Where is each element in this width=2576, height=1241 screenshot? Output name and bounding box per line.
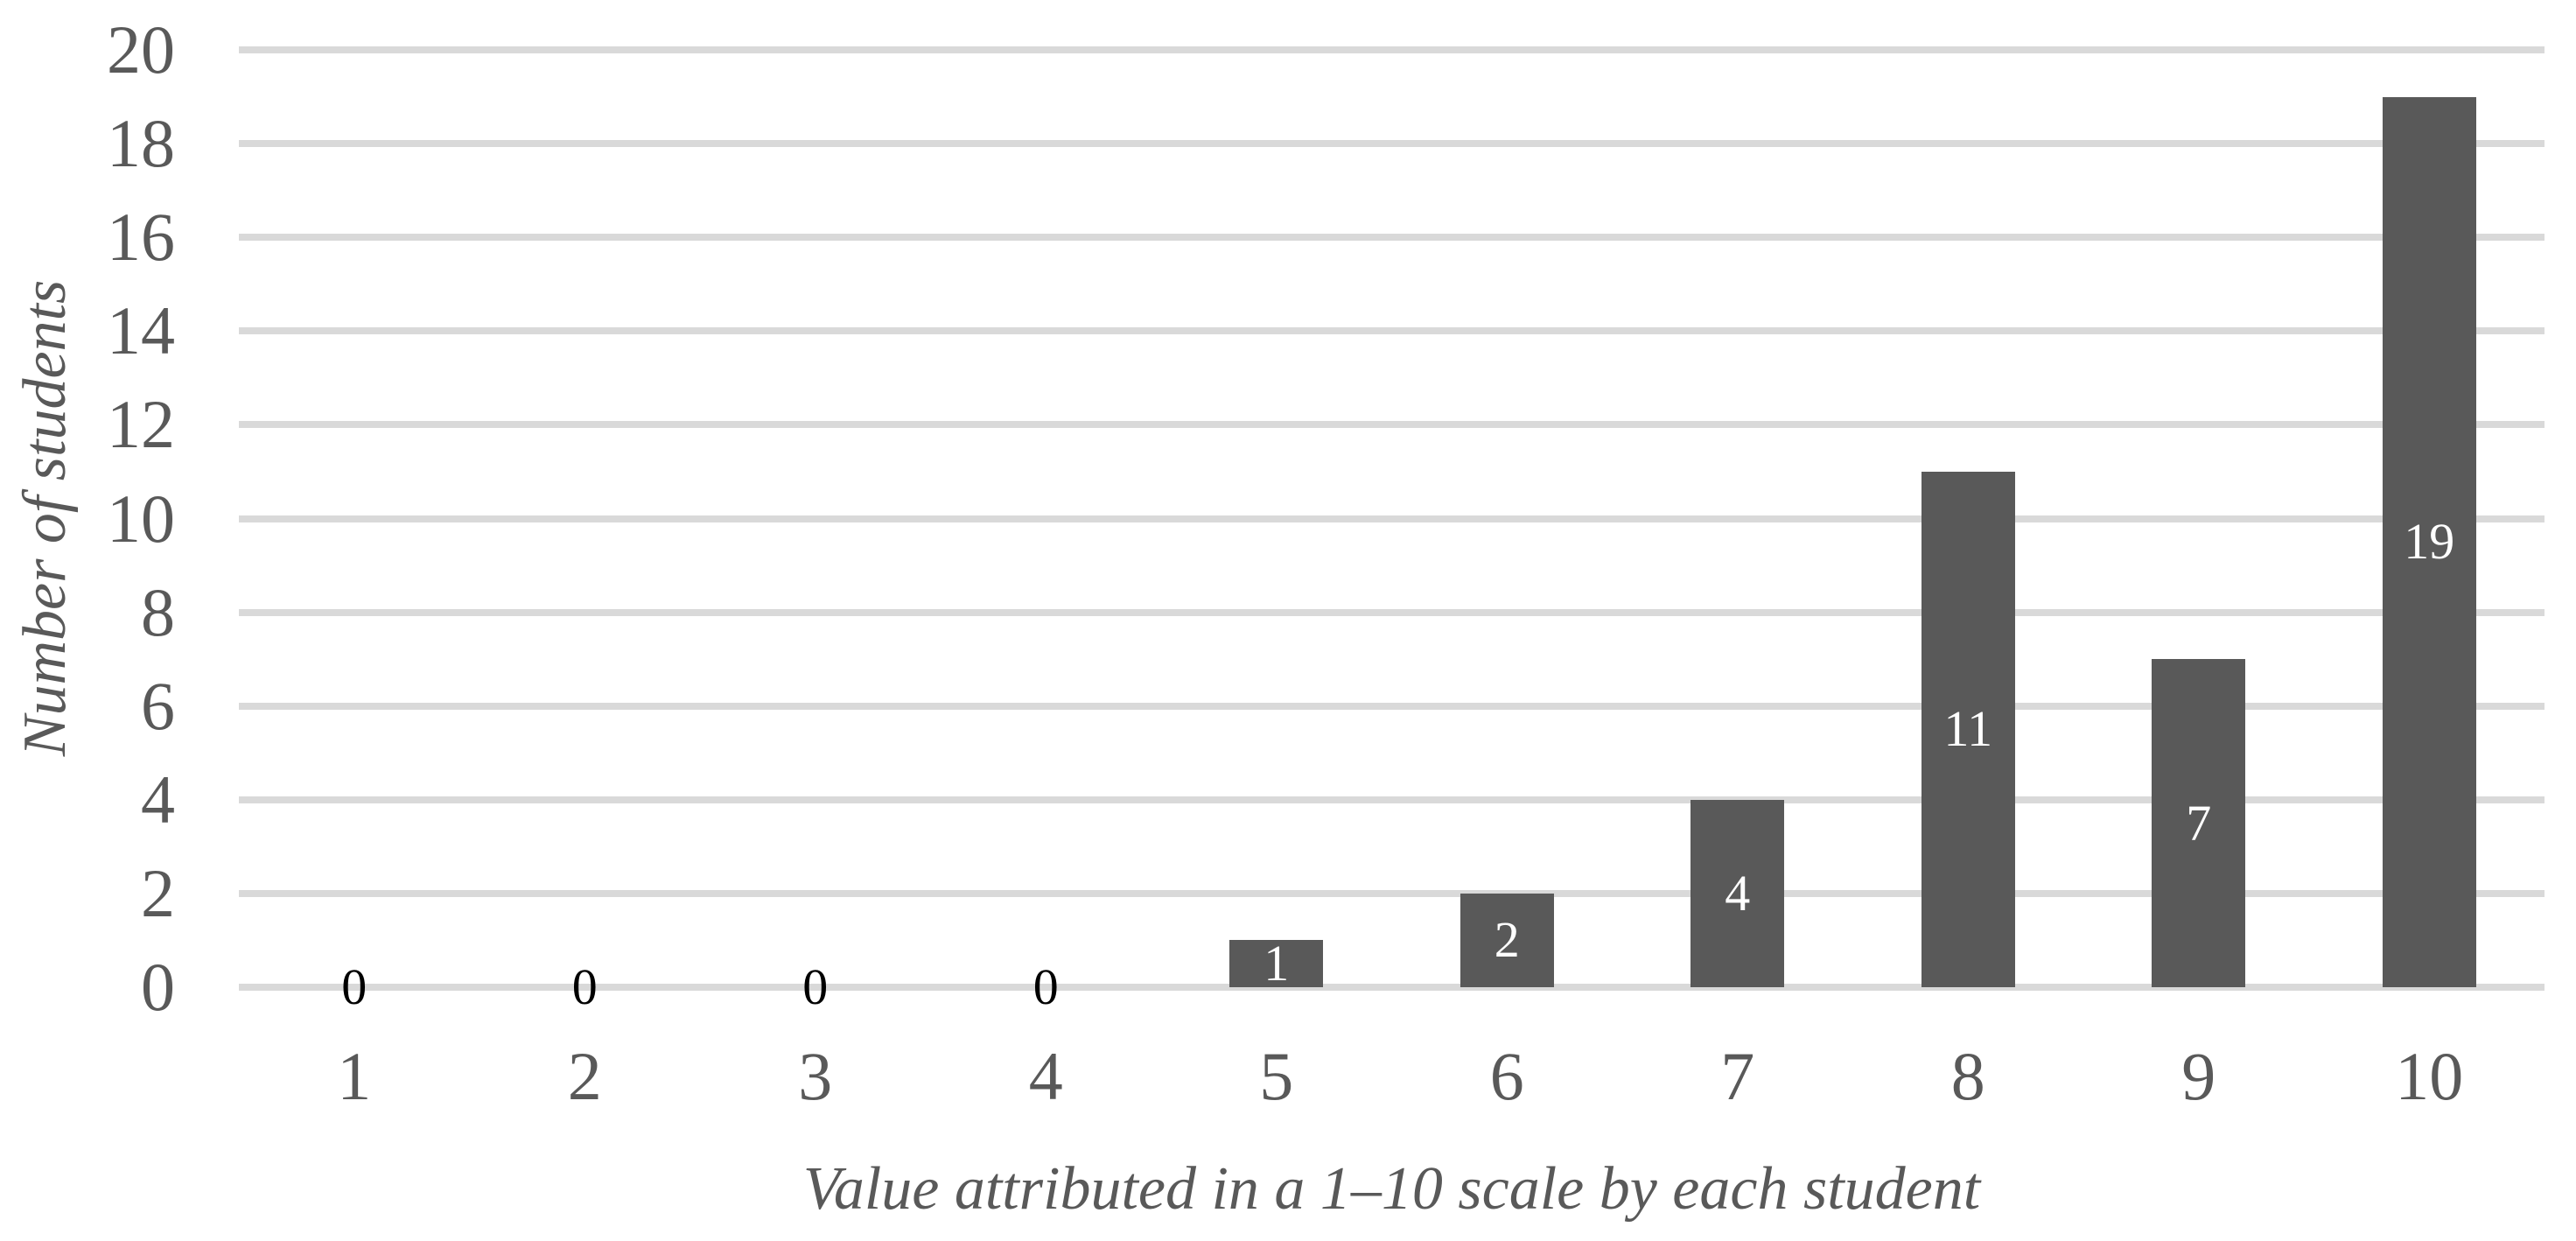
data-label-category-8: 11: [1943, 700, 1993, 758]
bar-category-7: [1690, 799, 1785, 987]
y-tick-label-16: 16: [107, 199, 175, 276]
gridline-y-20: [239, 46, 2544, 53]
bar-category-9: [2152, 659, 2246, 987]
x-axis-title: Value attributed in a 1–10 scale by each…: [802, 1155, 1981, 1223]
gridline-y-6: [239, 702, 2544, 710]
bar-category-6: [1460, 893, 1554, 987]
gridline-y-4: [239, 796, 2544, 803]
y-tick-label-6: 6: [141, 667, 175, 744]
gridline-y-8: [239, 608, 2544, 616]
data-label-category-9: 7: [2186, 794, 2212, 852]
x-tick-label-3: 3: [798, 1038, 833, 1114]
gridline-y-0: [239, 984, 2544, 991]
y-tick-label-2: 2: [141, 854, 175, 931]
data-label-category-7: 4: [1725, 864, 1751, 922]
x-tick-label-5: 5: [1259, 1038, 1294, 1114]
data-label-category-1: 0: [341, 958, 368, 1015]
gridline-y-12: [239, 421, 2544, 429]
data-label-category-6: 2: [1494, 911, 1520, 969]
x-tick-label-2: 2: [567, 1038, 602, 1114]
y-tick-label-18: 18: [107, 105, 175, 182]
x-tick-label-10: 10: [2395, 1038, 2464, 1114]
gridline-y-16: [239, 234, 2544, 242]
y-tick-label-8: 8: [141, 573, 175, 650]
x-tick-label-1: 1: [337, 1038, 372, 1114]
gridline-y-14: [239, 327, 2544, 335]
bar-category-5: [1229, 940, 1324, 987]
bar-category-8: [1921, 471, 2015, 987]
y-tick-label-10: 10: [107, 480, 175, 557]
x-tick-label-6: 6: [1489, 1038, 1524, 1114]
y-tick-label-14: 14: [107, 292, 175, 369]
data-label-category-5: 1: [1264, 935, 1290, 992]
x-tick-label-4: 4: [1028, 1038, 1063, 1114]
bar-category-10: [2382, 96, 2476, 987]
data-label-category-3: 0: [802, 958, 829, 1015]
x-tick-label-9: 9: [2181, 1038, 2216, 1114]
gridline-y-2: [239, 889, 2544, 897]
gridline-y-18: [239, 140, 2544, 148]
data-label-category-4: 0: [1032, 958, 1059, 1015]
gridline-y-10: [239, 515, 2544, 522]
y-tick-label-20: 20: [107, 11, 175, 88]
y-tick-label-0: 0: [141, 949, 175, 1025]
y-tick-label-4: 4: [141, 761, 175, 838]
x-tick-label-8: 8: [1950, 1038, 1985, 1114]
x-tick-label-7: 7: [1720, 1038, 1755, 1114]
data-label-category-2: 0: [571, 958, 598, 1015]
data-label-category-10: 19: [2404, 513, 2455, 571]
y-tick-label-12: 12: [107, 386, 175, 463]
